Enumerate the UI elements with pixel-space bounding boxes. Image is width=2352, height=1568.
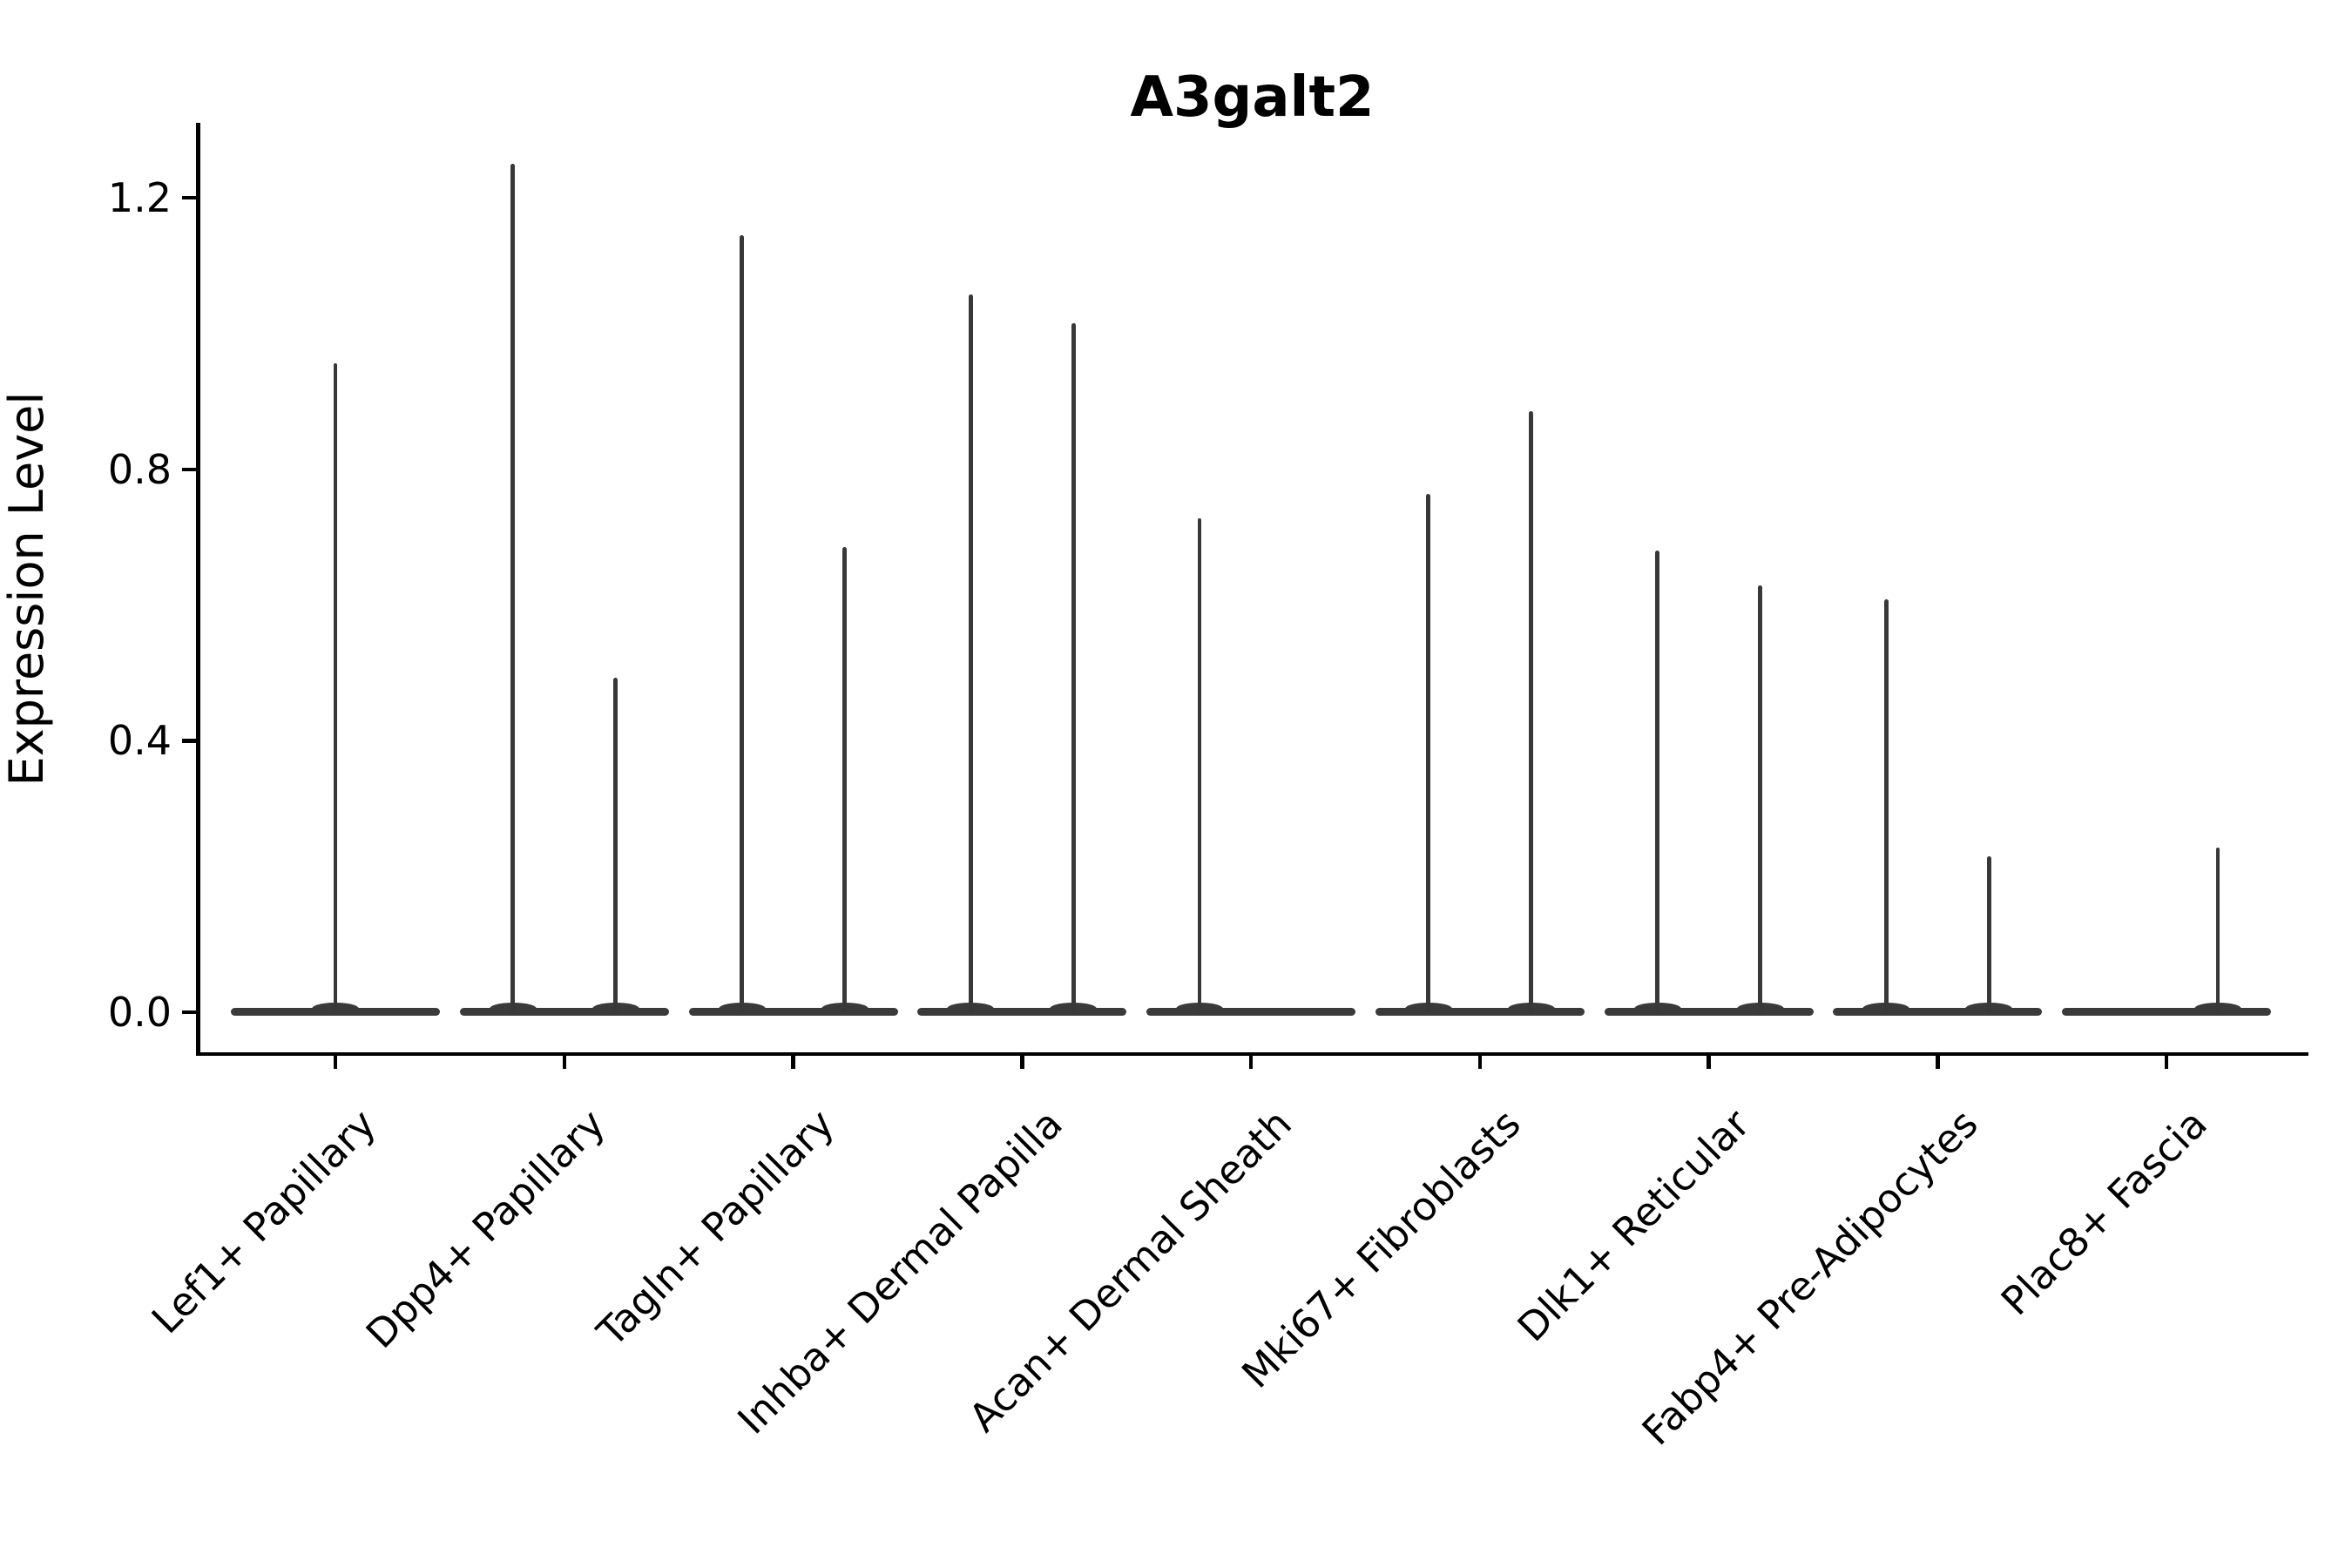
x-tick-label: Mki67+ Fibroblasts	[1233, 1100, 1530, 1397]
x-tick	[791, 1054, 795, 1069]
violin-spike	[1529, 410, 1534, 1012]
y-tick-label: 0.0	[107, 989, 172, 1036]
x-tick	[1707, 1054, 1711, 1069]
y-tick	[182, 1010, 197, 1015]
y-tick	[182, 739, 197, 743]
x-tick	[1477, 1054, 1482, 1069]
x-tick	[1248, 1054, 1254, 1069]
y-axis-spine	[196, 123, 200, 1056]
x-tick-label: Plac8+ Fascia	[1991, 1100, 2216, 1325]
x-tick-label: Acan+ Dermal Sheath	[960, 1100, 1301, 1442]
x-tick	[333, 1054, 338, 1069]
y-tick-label: 1.2	[107, 174, 172, 222]
x-tick	[1936, 1054, 1940, 1069]
violin-spike	[1197, 517, 1202, 1012]
violin-spike	[1071, 323, 1076, 1012]
x-axis-spine	[196, 1051, 2308, 1056]
violin-bar	[1375, 1008, 1585, 1016]
y-axis-label: Expression Level	[0, 391, 54, 787]
x-tick	[1020, 1054, 1024, 1069]
violin-bar	[917, 1008, 1127, 1016]
violin-spike	[1426, 493, 1431, 1012]
violin-spike	[968, 294, 973, 1012]
x-tick	[562, 1054, 566, 1069]
violin-spike	[1883, 599, 1889, 1012]
x-tick-label: Dpp4+ Papillary	[356, 1100, 614, 1358]
violin-spike	[510, 164, 516, 1012]
y-tick-label: 0.4	[107, 717, 172, 765]
y-tick	[182, 195, 197, 200]
chart-title: A3galt2	[1130, 65, 1375, 130]
violin-bar	[1833, 1008, 2043, 1016]
violin-spike	[333, 363, 338, 1012]
x-tick-label: Dlk1+ Reticular	[1508, 1100, 1759, 1351]
violin-spike	[1758, 585, 1762, 1012]
violin-bar	[688, 1008, 898, 1016]
violin-spike	[1655, 551, 1659, 1012]
violin-bar	[2062, 1008, 2271, 1016]
x-tick-label: Inhba+ Dermal Papilla	[728, 1100, 1072, 1443]
x-tick-label: Fabp4+ Pre-Adipocytes	[1632, 1100, 1988, 1455]
x-tick-label: Tagln+ Papillary	[587, 1100, 843, 1355]
violin-spike	[2215, 847, 2220, 1012]
violin-bar	[1146, 1008, 1355, 1016]
violin-spike	[1986, 855, 1991, 1012]
violin-spike	[613, 677, 618, 1012]
violin-bar	[1604, 1008, 1814, 1016]
violin-spike	[740, 235, 744, 1012]
y-tick-label: 0.8	[107, 445, 172, 493]
x-tick	[2164, 1054, 2169, 1069]
violin-bar	[459, 1008, 669, 1016]
y-tick	[182, 467, 197, 472]
violin-spike	[842, 547, 847, 1012]
